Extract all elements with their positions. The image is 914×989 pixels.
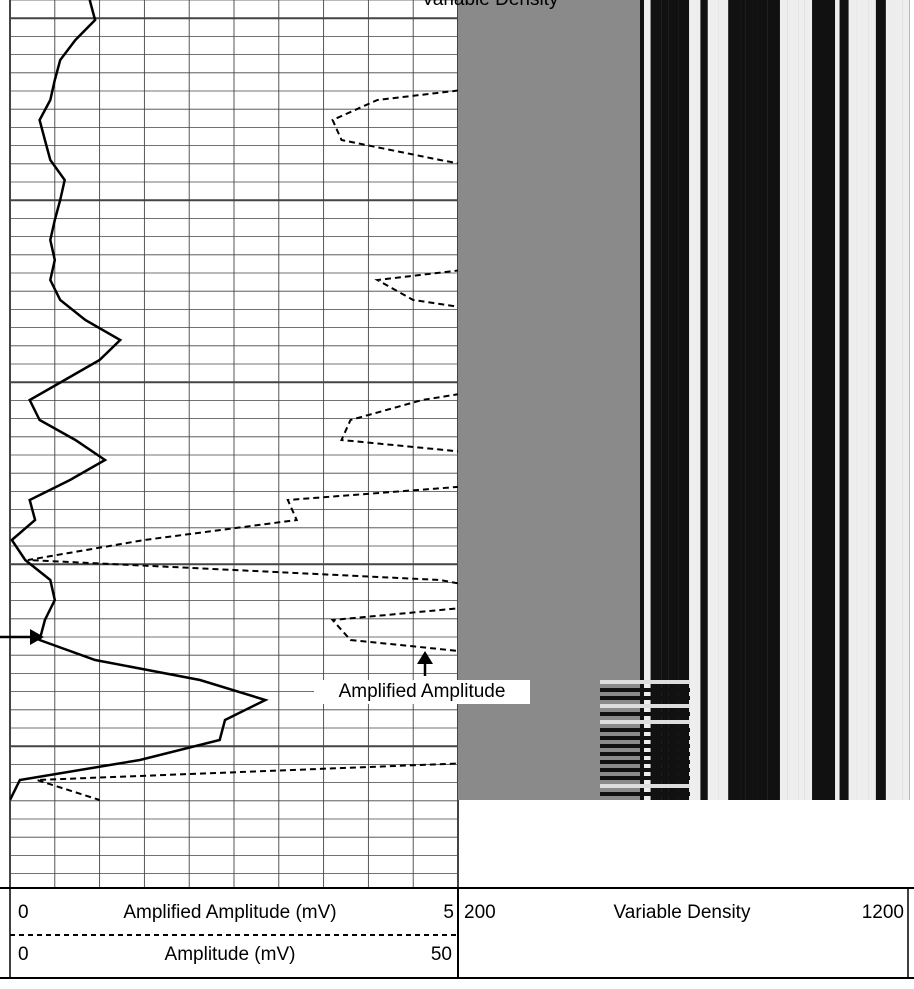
- vd-stripe: [824, 0, 836, 800]
- x-tick-label: 200: [464, 902, 496, 923]
- vd-band: [600, 696, 690, 700]
- vd-stripe: [848, 0, 857, 800]
- vd-stripe: [856, 0, 869, 800]
- vd-stripe: [640, 0, 645, 800]
- vd-stripe: [787, 0, 799, 800]
- vd-stripe: [668, 0, 679, 800]
- marker-arrow-head: [30, 629, 44, 645]
- x-tick-label: 50: [431, 944, 452, 965]
- vd-stripe: [885, 0, 895, 800]
- vd-band: [600, 728, 690, 732]
- vd-stripe: [644, 0, 651, 800]
- vd-stripe: [902, 0, 910, 800]
- vd-stripe: [894, 0, 903, 800]
- vd-band: [600, 792, 690, 796]
- vd-stripe: [767, 0, 780, 800]
- legend-label: Amplitude (mV): [165, 944, 296, 965]
- x-tick-label: 0: [18, 902, 29, 923]
- vd-band: [600, 768, 690, 772]
- curve: [10, 0, 269, 801]
- x-tick-label: 1200: [862, 902, 904, 923]
- vd-band: [600, 736, 690, 740]
- vd-band: [600, 752, 690, 756]
- vd-stripe: [689, 0, 701, 800]
- annotation-arrow-head: [417, 651, 433, 664]
- vd-stripe: [798, 0, 805, 800]
- vd-stripe: [700, 0, 708, 800]
- vd-stripe: [835, 0, 840, 800]
- vd-band: [600, 712, 690, 716]
- annotation: Amplified Amplitude: [339, 681, 506, 702]
- vd-band: [600, 680, 690, 684]
- vd-stripe: [868, 0, 876, 800]
- vd-stripe: [757, 0, 768, 800]
- vd-stripe: [839, 0, 849, 800]
- vd-stripe: [707, 0, 719, 800]
- vd-band: [600, 744, 690, 748]
- vd-band: [600, 776, 690, 780]
- vd-stripe: [678, 0, 690, 800]
- vd-stripe: [661, 0, 669, 800]
- vd-stripe: [875, 0, 886, 800]
- legend-label: Amplified Amplitude (mV): [123, 902, 336, 923]
- vd-stripe: [718, 0, 729, 800]
- vd-band: [600, 760, 690, 764]
- variable-density-image: [458, 0, 910, 800]
- vd-stripe: [728, 0, 741, 800]
- vd-stripe: [745, 0, 758, 800]
- legend-label: Variable Density: [614, 902, 751, 923]
- annotation-box: [314, 680, 530, 704]
- vd-stripe: [740, 0, 746, 800]
- vd-band: [600, 720, 690, 724]
- header: 0 Amplified Amplitude (mV) 5 0 Amplitude…: [0, 887, 914, 988]
- vd-stripe: [650, 0, 662, 800]
- vd-stripe: [779, 0, 788, 800]
- vd-stripe: [812, 0, 825, 800]
- vd-band: [600, 784, 690, 788]
- curves: [10, 0, 458, 801]
- track-title: Variable Density: [422, 0, 559, 10]
- vd-band: [600, 688, 690, 692]
- x-tick-label: 5: [443, 902, 454, 923]
- x-tick-label: 0: [18, 944, 29, 965]
- curve: [27, 89, 458, 801]
- vd-band: [600, 704, 690, 708]
- vd-stripe: [804, 0, 813, 800]
